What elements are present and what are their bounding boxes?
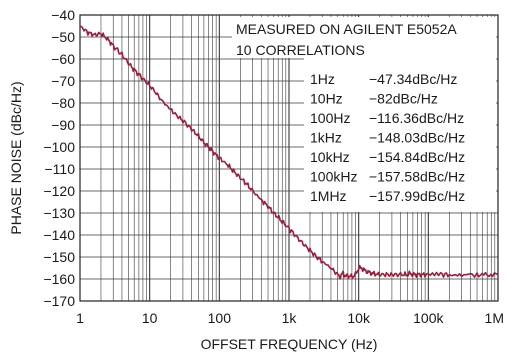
table-background [304,57,496,212]
table-freq: 1Hz [310,71,335,87]
annotation-layer: MEASURED ON AGILENT E5052A 10 CORRELATION… [232,17,496,212]
x-tick-label: 100 [208,310,232,326]
plot-frame [79,14,499,302]
x-tick-labels: 1 10 100 1k 10k 100k 1M [76,310,504,326]
table-freq: 100kHz [310,169,357,185]
table-freq: 1MHz [310,188,347,204]
table-value: −157.99dBc/Hz [369,188,465,204]
y-tick-label: −60 [51,51,75,67]
table-freq: 10Hz [310,91,343,107]
table-freq: 100Hz [310,110,350,126]
y-tick-label: −120 [43,183,75,199]
table-freq: 1kHz [310,130,342,146]
table-value: −116.36dBc/Hz [369,110,464,126]
x-tick-label: 10k [347,310,371,326]
y-tick-label: −50 [51,29,75,45]
x-tick-label: 1M [485,310,504,326]
table-freq: 10kHz [310,149,350,165]
table-value: −157.58dBc/Hz [369,169,465,185]
annotation-line: 10 CORRELATIONS [236,42,365,58]
y-tick-label: −80 [51,95,75,111]
y-tick-label: −40 [51,7,75,23]
phase-noise-line [79,25,499,280]
y-tick-labels: −40 −50 −60 −70 −80 −90 −100 −110 −120 −130 −140 −1… [43,7,75,309]
series [79,25,499,280]
y-tick-label: −150 [43,249,75,265]
y-tick-label: −140 [43,227,75,243]
table-value: −47.34dBc/Hz [369,71,457,87]
table-value: −82dBc/Hz [369,91,438,107]
annotation-line: MEASURED ON AGILENT E5052A [236,21,457,37]
y-tick-label: −100 [43,139,75,155]
table-value: −154.84dBc/Hz [369,149,465,165]
y-tick-label: −160 [43,271,75,287]
y-axis-label: PHASE NOISE (dBc/Hz) [8,81,24,234]
y-tick-label: −130 [43,205,75,221]
y-tick-label: −90 [51,117,75,133]
y-tick-label: −70 [51,73,75,89]
x-tick-label: 1k [282,310,298,326]
table-value: −148.03dBc/Hz [369,130,465,146]
y-tick-label: −170 [43,293,75,309]
x-axis-label: OFFSET FREQUENCY (Hz) [201,336,378,352]
y-tick-label: −110 [45,161,76,177]
x-tick-label: 1 [76,310,84,326]
annotation-background [232,17,496,58]
x-tick-label: 10 [142,310,158,326]
x-tick-label: 100k [413,310,444,326]
